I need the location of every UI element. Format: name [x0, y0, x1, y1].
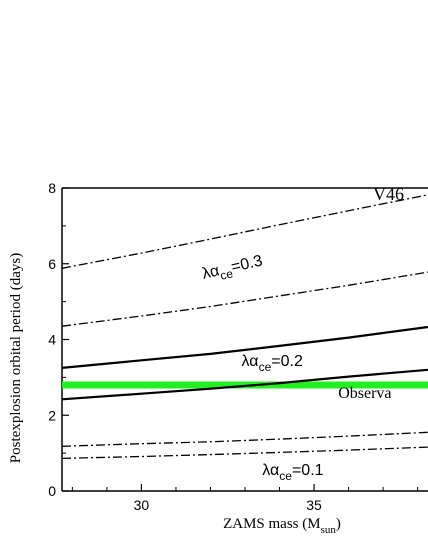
y-tick-label: 6 [48, 256, 56, 272]
series-line-6 [61, 446, 428, 460]
y-tick-label: 2 [48, 407, 56, 423]
y-tick-label: 0 [48, 483, 56, 499]
series-line-5 [61, 431, 428, 447]
x-tick-label: 30 [134, 497, 150, 513]
x-axis-label: ZAMS mass (Msun) [223, 516, 341, 536]
x-tick-label: 35 [306, 497, 322, 513]
annotation-lambda-03: λαce=0.3 [201, 252, 266, 286]
x-axis-label-sub: sun [321, 524, 337, 536]
series-line-2 [61, 271, 428, 327]
axis-ticks: 0 2 4 6 8 30 35 [48, 180, 419, 513]
annotation-lambda-01: λαce=0.1 [262, 462, 323, 483]
y-axis-label: Postexplosion orbital period (days) [8, 253, 24, 463]
annotation-layer: λαce=0.3 λαce=0.2 λαce=0.1 Observa [201, 252, 392, 483]
plot-axes [61, 187, 428, 492]
y-tick-label: 4 [48, 332, 56, 348]
annotation-observed: Observa [338, 385, 391, 402]
y-tick-label: 8 [48, 180, 56, 196]
x-axis-label-main: ZAMS mass (M [223, 516, 321, 532]
annotation-lambda-02: λαce=0.2 [242, 353, 303, 374]
series-line-3 [61, 325, 428, 369]
chart-title: V46 [373, 184, 404, 204]
x-axis-label-close: ) [336, 516, 341, 532]
series-layer [61, 194, 428, 460]
series-line-4 [61, 368, 428, 401]
